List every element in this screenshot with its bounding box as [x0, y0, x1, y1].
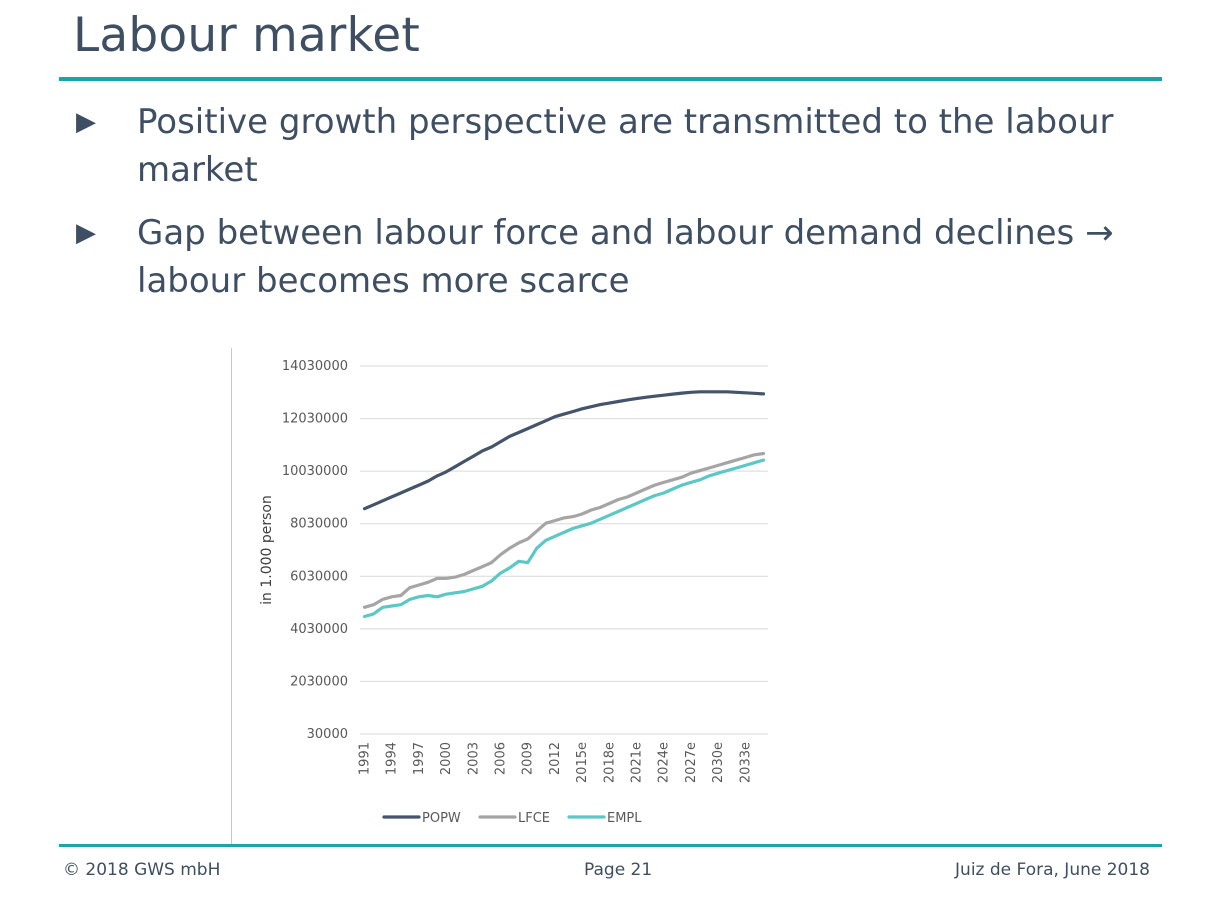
- x-tick-label: 1997: [412, 742, 427, 775]
- x-tick-label: 2009: [521, 742, 536, 775]
- y-tick-label: 8030000: [290, 517, 348, 532]
- x-tick-label: 2021e: [630, 742, 645, 783]
- x-tick-labels: 1991 1994 1997 2000 2003 2006 2009 2012 2015e 201…: [358, 742, 754, 783]
- x-tick-label: 2000: [439, 742, 454, 775]
- legend-label-empl: EMPL: [607, 811, 642, 826]
- x-tick-label: 2033e: [738, 742, 753, 783]
- y-tick-label: 2030000: [290, 674, 348, 689]
- chart-legend: POPW LFCE EMPL: [382, 811, 642, 826]
- x-tick-label: 2027e: [684, 742, 699, 783]
- x-tick-label: 2012: [548, 742, 563, 775]
- x-tick-label: 2003: [466, 742, 481, 775]
- series-lines: [362, 390, 766, 619]
- page-title: Labour market: [73, 8, 421, 63]
- series-line-lfce: [362, 451, 766, 609]
- bullet-triangle-icon: ▶: [76, 218, 96, 248]
- bullet-text: Gap between labour force and labour dema…: [137, 213, 1114, 301]
- footer-divider: [59, 844, 1162, 847]
- bullet-item: ▶ Positive growth perspective are transm…: [70, 98, 1150, 194]
- y-tick-label: 12030000: [282, 412, 348, 427]
- bullet-item: ▶ Gap between labour force and labour de…: [70, 209, 1150, 305]
- series-line-popw: [362, 390, 766, 511]
- bullet-triangle-icon: ▶: [76, 107, 96, 137]
- x-tick-label: 2024e: [657, 742, 672, 783]
- x-tick-label: 2018e: [602, 742, 617, 783]
- x-tick-label: 2030e: [711, 742, 726, 783]
- line-chart: in 1.000 person 14030000 12030000 10030000…: [259, 359, 768, 826]
- y-tick-label: 4030000: [290, 622, 348, 637]
- y-tick-labels: 14030000 12030000 10030000 8030000 6030000 40…: [282, 359, 348, 742]
- title-divider: [59, 77, 1162, 81]
- gridlines: [360, 365, 768, 735]
- footer-copyright: © 2018 GWS mbH: [63, 860, 221, 880]
- y-tick-label: 14030000: [282, 359, 348, 374]
- y-axis-title: in 1.000 person: [259, 495, 275, 605]
- x-tick-label: 1991: [358, 742, 373, 775]
- y-tick-label: 10030000: [282, 464, 348, 479]
- bullet-list: ▶ Positive growth perspective are transm…: [70, 98, 1150, 320]
- x-tick-label: 2006: [494, 742, 509, 775]
- y-tick-label: 30000: [307, 727, 348, 742]
- series-line-empl: [362, 458, 766, 619]
- bullet-text: Positive growth perspective are transmit…: [137, 102, 1114, 190]
- x-tick-label: 1994: [385, 742, 400, 775]
- x-tick-label: 2015e: [575, 742, 590, 783]
- footer-page-number: Page 21: [584, 860, 653, 880]
- footer-place-date: Juiz de Fora, June 2018: [955, 860, 1150, 880]
- y-tick-label: 6030000: [290, 569, 348, 584]
- legend-label-lfce: LFCE: [518, 811, 550, 826]
- legend-label-popw: POPW: [422, 811, 461, 826]
- chart-border: [231, 348, 232, 844]
